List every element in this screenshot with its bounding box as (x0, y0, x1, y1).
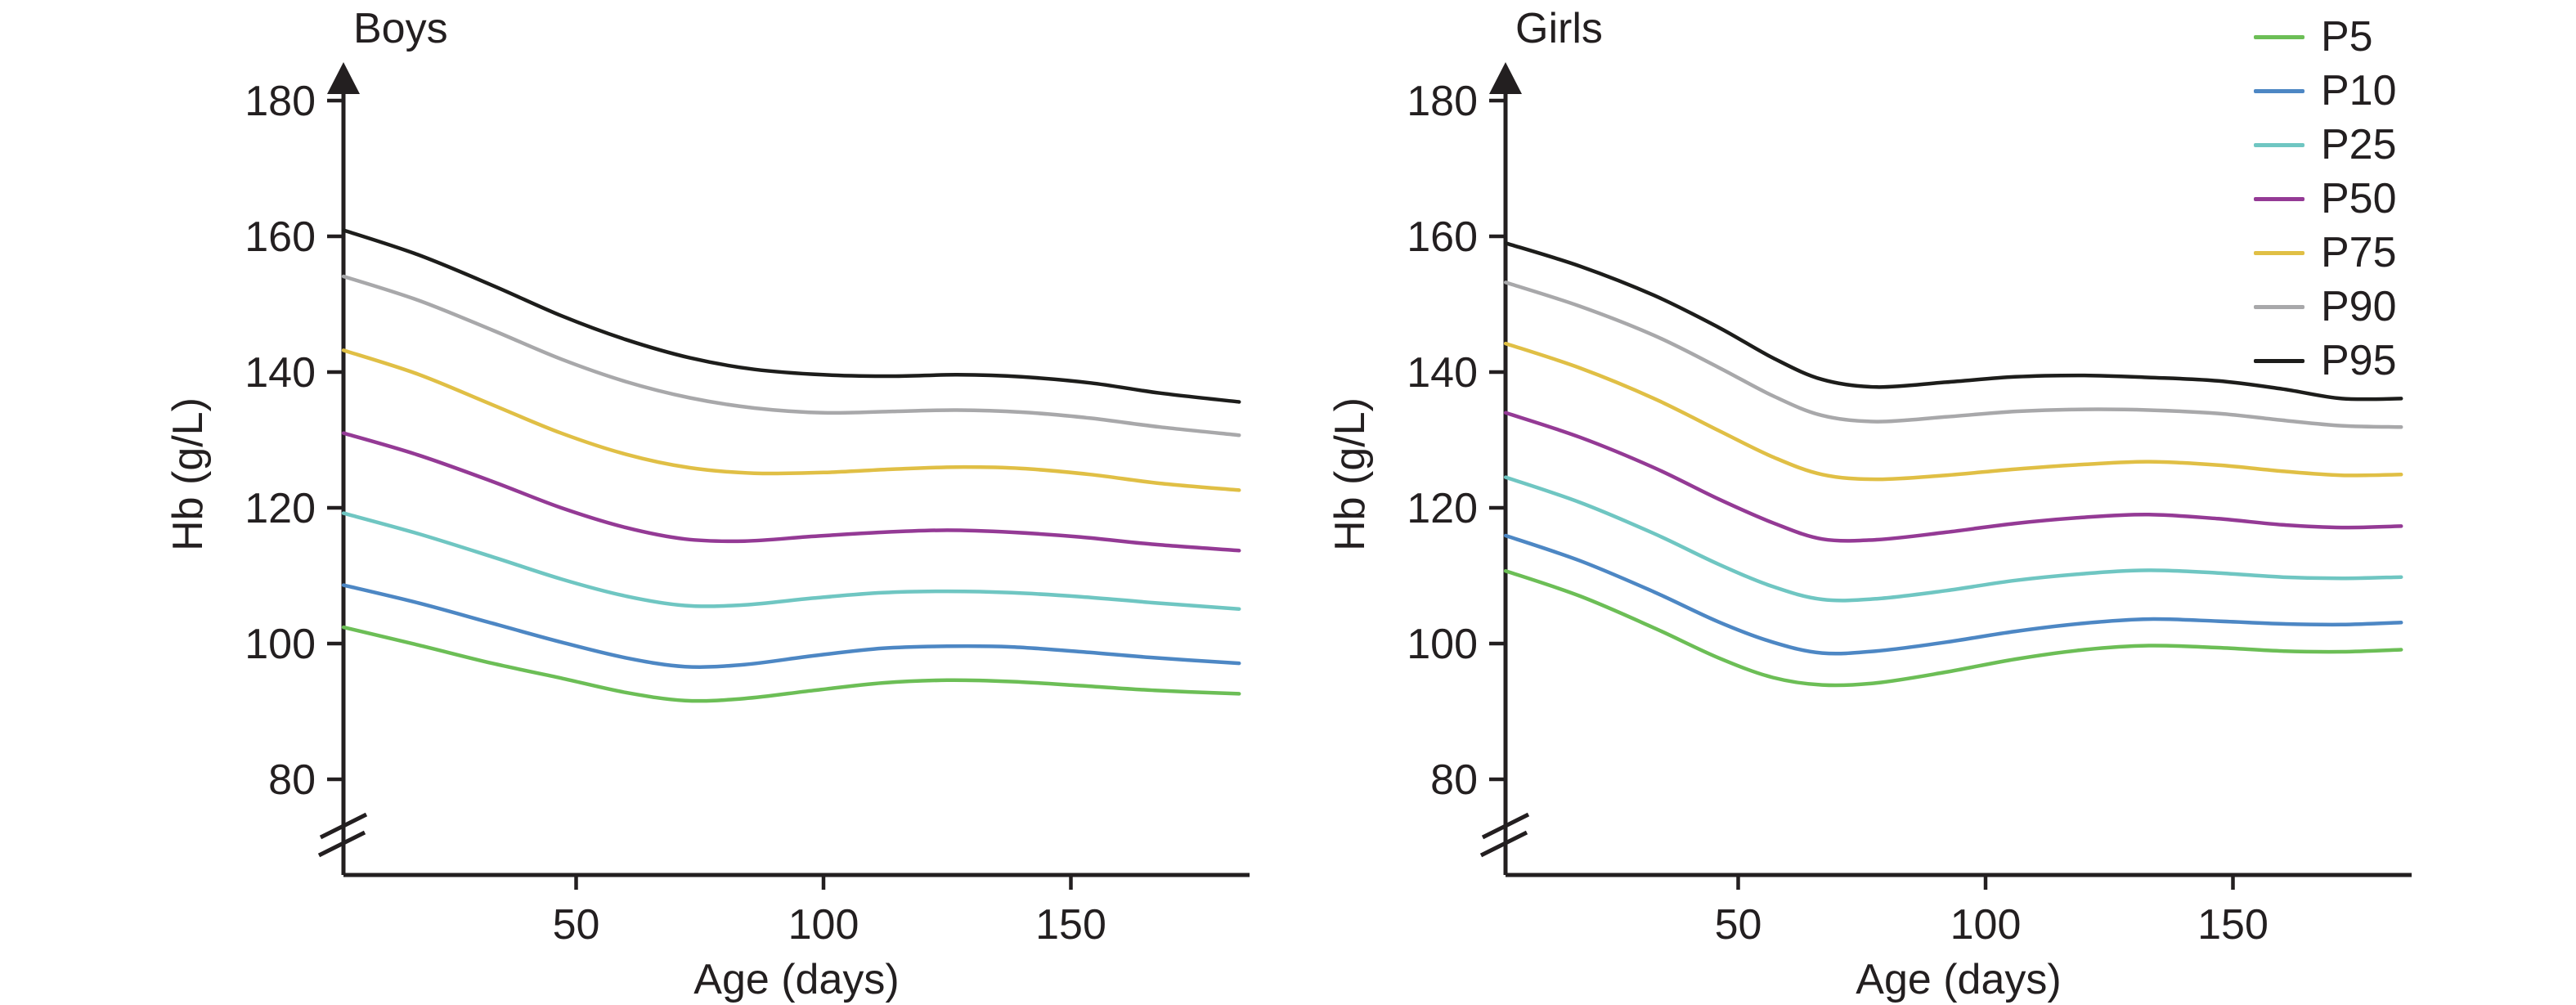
legend-label: P90 (2321, 283, 2397, 330)
boys-curve-p25 (341, 511, 1241, 611)
legend-label: P50 (2321, 175, 2397, 222)
boys-x-tick-label: 50 (553, 901, 600, 949)
boys-y-tick-label: 100 (245, 621, 316, 668)
girls-curve-p25 (1503, 475, 2403, 603)
girls-y-tick-label: 160 (1407, 213, 1478, 261)
legend-item-p75: P75 (2254, 226, 2397, 280)
girls-curve-p10 (1503, 533, 2403, 656)
girls-y-tick-label: 100 (1407, 621, 1478, 668)
boys-chart-title: Boys (353, 5, 448, 52)
boys-x-tick-label: 150 (1035, 901, 1106, 949)
girls-axis-break-icon (1479, 830, 1528, 858)
boys-curve-p5 (341, 625, 1241, 703)
girls-axis-break-icon (1481, 812, 1530, 840)
girls-y-tick-label: 80 (1430, 756, 1478, 804)
girls-y-axis-arrow-icon (1489, 62, 1522, 94)
legend-swatch-p75-icon (2254, 250, 2304, 255)
girls-curve-p95 (1503, 241, 2403, 402)
girls-curve-p75 (1503, 341, 2403, 482)
legend-swatch-p95-icon (2254, 358, 2304, 363)
girls-y-axis-label: Hb (g/L) (1326, 397, 1374, 551)
boys-y-axis-arrow-icon (327, 62, 360, 94)
boys-y-tick-label: 160 (245, 213, 316, 261)
girls-curve-p5 (1503, 568, 2403, 688)
boys-y-tick-label: 80 (268, 756, 316, 804)
boys-curve-p75 (341, 348, 1241, 492)
legend-label: P25 (2321, 121, 2397, 168)
boys-y-tick-label: 120 (245, 485, 316, 532)
girls-chart-title: Girls (1515, 5, 1603, 52)
legend-label: P75 (2321, 229, 2397, 276)
legend-swatch-p5-icon (2254, 34, 2304, 39)
girls-x-axis-label: Age (days) (1856, 956, 2061, 1003)
boys-y-axis-label: Hb (g/L) (164, 397, 212, 551)
boys-x-tick-label: 100 (788, 901, 859, 949)
girls-x-tick-label: 50 (1715, 901, 1762, 949)
legend-item-p10: P10 (2254, 64, 2397, 118)
girls-x-tick-label: 150 (2197, 901, 2269, 949)
girls-y-tick-label: 180 (1407, 78, 1478, 125)
legend-item-p50: P50 (2254, 172, 2397, 226)
legend-label: P10 (2321, 67, 2397, 114)
legend-swatch-p25-icon (2254, 142, 2304, 147)
girls-y-tick-label: 140 (1407, 349, 1478, 397)
legend-item-p5: P5 (2254, 10, 2373, 64)
legend-item-p95: P95 (2254, 334, 2397, 388)
boys-y-tick-label: 140 (245, 349, 316, 397)
boys-curve-p10 (341, 583, 1241, 669)
boys-axis-break-icon (317, 830, 366, 858)
girls-curve-p90 (1503, 280, 2403, 429)
girls-x-tick-label: 100 (1950, 901, 2022, 949)
boys-axis-break-icon (319, 812, 368, 840)
girls-y-tick-label: 120 (1407, 485, 1478, 532)
legend-label: P95 (2321, 337, 2397, 384)
boys-curve-p95 (341, 228, 1241, 404)
legend-swatch-p50-icon (2254, 196, 2304, 201)
boys-x-axis-label: Age (days) (693, 956, 899, 1003)
legend-label: P5 (2321, 13, 2373, 61)
legend-swatch-p90-icon (2254, 304, 2304, 309)
legend-swatch-p10-icon (2254, 88, 2304, 93)
legend-item-p25: P25 (2254, 118, 2397, 172)
boys-y-tick-label: 180 (245, 78, 316, 125)
legend-item-p90: P90 (2254, 280, 2397, 334)
boys-curve-p50 (341, 431, 1241, 553)
boys-curve-p90 (341, 274, 1241, 437)
girls-curve-p50 (1503, 411, 2403, 543)
